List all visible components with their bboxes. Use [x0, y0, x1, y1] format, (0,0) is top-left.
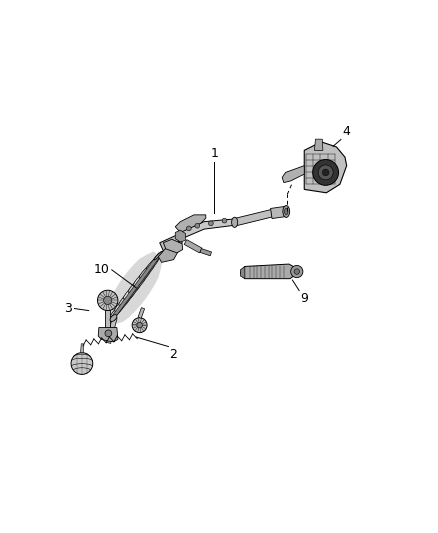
Circle shape	[291, 265, 303, 278]
Ellipse shape	[232, 217, 238, 228]
Polygon shape	[240, 266, 245, 279]
Ellipse shape	[128, 270, 150, 293]
Circle shape	[294, 269, 300, 274]
Circle shape	[318, 165, 333, 180]
Polygon shape	[271, 206, 286, 219]
Ellipse shape	[146, 255, 161, 269]
Text: 9: 9	[300, 292, 308, 305]
Polygon shape	[81, 344, 84, 353]
Polygon shape	[160, 235, 182, 252]
Polygon shape	[234, 209, 273, 226]
Circle shape	[195, 223, 200, 228]
Polygon shape	[158, 247, 179, 262]
Polygon shape	[111, 253, 161, 319]
Ellipse shape	[107, 305, 124, 322]
Circle shape	[313, 159, 339, 185]
Circle shape	[98, 290, 118, 311]
Ellipse shape	[285, 208, 288, 214]
Polygon shape	[105, 310, 110, 329]
Polygon shape	[175, 215, 206, 232]
Circle shape	[71, 353, 93, 374]
Ellipse shape	[119, 283, 141, 305]
Polygon shape	[138, 308, 145, 318]
Ellipse shape	[154, 251, 162, 260]
Polygon shape	[314, 139, 323, 150]
Ellipse shape	[115, 290, 135, 311]
Circle shape	[104, 296, 112, 304]
Circle shape	[132, 318, 147, 333]
Polygon shape	[179, 219, 237, 244]
Polygon shape	[304, 142, 346, 193]
Polygon shape	[184, 240, 202, 253]
Ellipse shape	[124, 277, 146, 299]
Polygon shape	[163, 239, 183, 253]
Polygon shape	[106, 251, 162, 325]
Ellipse shape	[139, 259, 159, 278]
Polygon shape	[240, 264, 297, 279]
Text: 10: 10	[94, 263, 110, 276]
Text: 4: 4	[343, 125, 350, 138]
Polygon shape	[282, 166, 304, 183]
Ellipse shape	[134, 264, 155, 285]
Text: 2: 2	[170, 348, 177, 361]
Ellipse shape	[106, 316, 115, 325]
Ellipse shape	[154, 251, 162, 260]
Circle shape	[322, 169, 329, 176]
Text: 3: 3	[64, 302, 72, 314]
Polygon shape	[175, 230, 185, 242]
Polygon shape	[106, 317, 117, 343]
Polygon shape	[200, 248, 212, 256]
Circle shape	[187, 226, 191, 231]
Ellipse shape	[283, 206, 290, 217]
Circle shape	[137, 322, 142, 328]
Circle shape	[222, 218, 227, 223]
Ellipse shape	[110, 297, 130, 317]
Polygon shape	[168, 240, 179, 252]
Polygon shape	[98, 328, 118, 342]
Circle shape	[105, 330, 112, 337]
Circle shape	[208, 221, 213, 225]
Ellipse shape	[110, 314, 117, 321]
Text: 1: 1	[210, 147, 218, 160]
